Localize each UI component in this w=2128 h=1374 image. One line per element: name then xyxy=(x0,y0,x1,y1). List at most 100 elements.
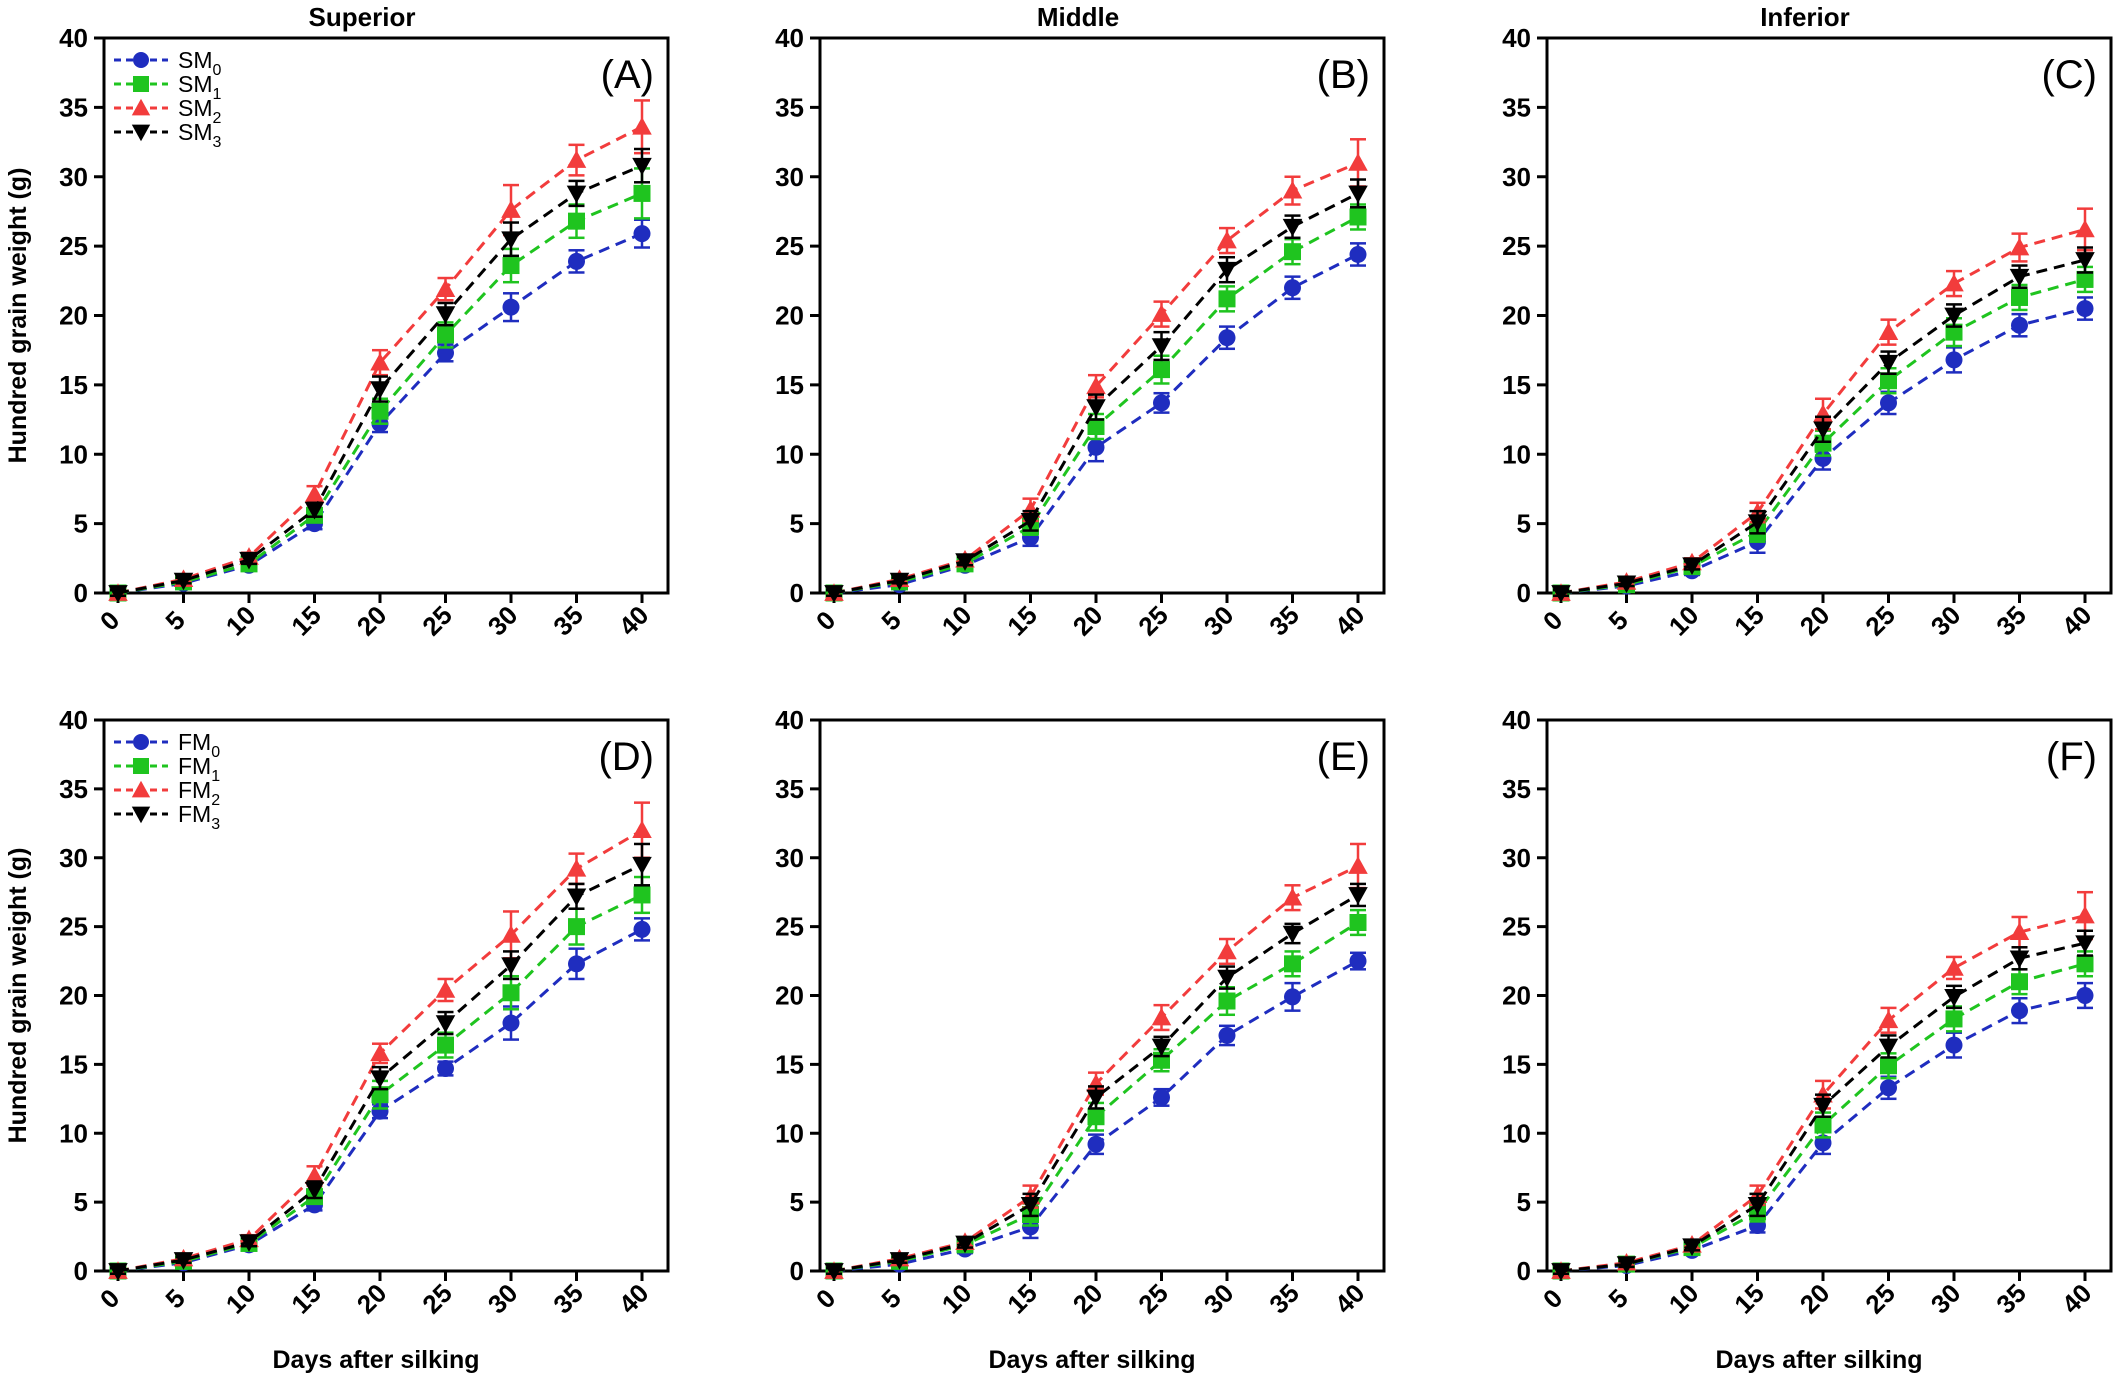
data-point xyxy=(437,344,454,362)
data-point xyxy=(2076,270,2094,288)
legend-label: FM0 xyxy=(178,729,220,761)
data-point xyxy=(1813,1097,1833,1116)
data-point xyxy=(889,572,910,591)
data-point xyxy=(239,551,259,570)
legend-label: SM3 xyxy=(178,119,222,151)
x-tick-label: 15 xyxy=(1001,1278,1043,1320)
y-tick-label: 10 xyxy=(775,1118,804,1148)
data-point xyxy=(1151,304,1172,322)
data-point xyxy=(1348,856,1368,874)
data-point xyxy=(304,1181,325,1200)
data-point xyxy=(633,184,651,202)
y-tick-label: 10 xyxy=(1502,1118,1531,1148)
legend-item-fm1: FM1 xyxy=(114,753,220,785)
data-point xyxy=(1348,887,1368,905)
y-tick-label: 30 xyxy=(775,162,804,192)
x-tick-label: 15 xyxy=(1728,600,1770,642)
data-point xyxy=(1348,185,1368,204)
panel-f: 0 5 10 15 20 25 30 35 40 0 5 10 15 20 25 30 35 40 (F) Days … xyxy=(1502,705,2113,1374)
x-tick-label: 25 xyxy=(1132,1278,1174,1320)
x-tick-label: 35 xyxy=(1263,1278,1305,1320)
y-tick-label: 5 xyxy=(1517,1187,1531,1217)
y-tick-label: 5 xyxy=(1517,509,1531,539)
data-point xyxy=(501,925,521,943)
legend-marker xyxy=(131,806,151,824)
y-tick-label: 35 xyxy=(1502,774,1531,804)
data-point xyxy=(304,501,325,520)
legend-label: FM3 xyxy=(178,801,220,833)
x-tick-label: 35 xyxy=(547,600,589,642)
x-axis-title: Days after silking xyxy=(988,1346,1195,1374)
x-tick-label: 35 xyxy=(1263,600,1305,642)
data-point xyxy=(632,856,652,875)
data-point xyxy=(1551,585,1571,603)
x-tick-label: 40 xyxy=(1329,600,1371,642)
series-line xyxy=(833,864,1359,1273)
x-tick-label: 20 xyxy=(1067,600,1109,642)
y-tick-label: 25 xyxy=(1502,231,1531,261)
y-tick-label: 25 xyxy=(59,912,88,942)
x-tick-label: 5 xyxy=(1602,605,1633,636)
data-point xyxy=(1349,245,1367,263)
legend-item-sm1: SM1 xyxy=(114,71,222,103)
data-point xyxy=(435,306,456,324)
data-point xyxy=(371,402,389,420)
y-tick-label: 5 xyxy=(790,509,804,539)
x-tick-label: 30 xyxy=(1925,600,1967,642)
y-tick-label: 25 xyxy=(775,231,804,261)
x-tick-label: 25 xyxy=(416,1278,458,1320)
panel-label: (B) xyxy=(1317,53,1370,97)
data-point xyxy=(568,918,585,936)
data-point xyxy=(1945,351,1963,369)
y-tick-label: 15 xyxy=(1502,1049,1531,1079)
data-point xyxy=(1086,1089,1106,1108)
data-point xyxy=(1813,421,1833,440)
data-point xyxy=(2011,1002,2028,1020)
data-point xyxy=(1153,1088,1170,1106)
x-tick-label: 15 xyxy=(1001,600,1043,642)
x-tick-label: 25 xyxy=(1132,600,1174,642)
legend-item-sm0: SM0 xyxy=(114,47,222,79)
data-point xyxy=(435,980,456,998)
data-point xyxy=(370,381,390,399)
y-tick-label: 35 xyxy=(1502,92,1531,122)
y-tick-label: 30 xyxy=(1502,843,1531,873)
y-tick-label: 40 xyxy=(1502,23,1531,53)
data-point xyxy=(1878,1038,1899,1057)
series-sm3 xyxy=(824,178,1368,603)
data-point xyxy=(239,1234,259,1252)
data-point xyxy=(566,888,587,907)
y-tick-label: 30 xyxy=(59,162,88,192)
data-point xyxy=(108,1263,128,1281)
x-tick-label: 10 xyxy=(1663,1278,1705,1320)
panel-title: Middle xyxy=(1037,2,1119,32)
y-tick-label: 10 xyxy=(1502,439,1531,469)
data-point xyxy=(1218,1026,1236,1044)
data-point xyxy=(371,1102,389,1120)
data-point xyxy=(173,1252,194,1270)
series-line xyxy=(1560,914,2086,1273)
y-tick-label: 0 xyxy=(1517,578,1531,608)
x-tick-label: 0 xyxy=(810,1283,841,1314)
x-tick-label: 10 xyxy=(220,600,262,642)
data-point xyxy=(2075,252,2095,270)
data-point xyxy=(1284,243,1301,261)
x-tick-label: 30 xyxy=(1925,1278,1967,1320)
data-point xyxy=(1880,372,1897,390)
data-point xyxy=(2009,237,2030,256)
data-point xyxy=(632,117,652,135)
data-point xyxy=(1282,218,1303,237)
x-tick-label: 0 xyxy=(1537,605,1568,636)
data-point xyxy=(2009,922,2030,940)
x-axis-title: Days after silking xyxy=(272,1346,479,1374)
data-point xyxy=(1880,1079,1897,1097)
legend-marker xyxy=(131,98,151,116)
legend-label: SM1 xyxy=(178,71,222,103)
y-tick-label: 20 xyxy=(775,981,804,1011)
x-tick-label: 0 xyxy=(1537,1283,1568,1314)
series-line xyxy=(833,921,1359,1273)
y-tick-label: 25 xyxy=(1502,912,1531,942)
x-tick-label: 5 xyxy=(159,605,190,636)
